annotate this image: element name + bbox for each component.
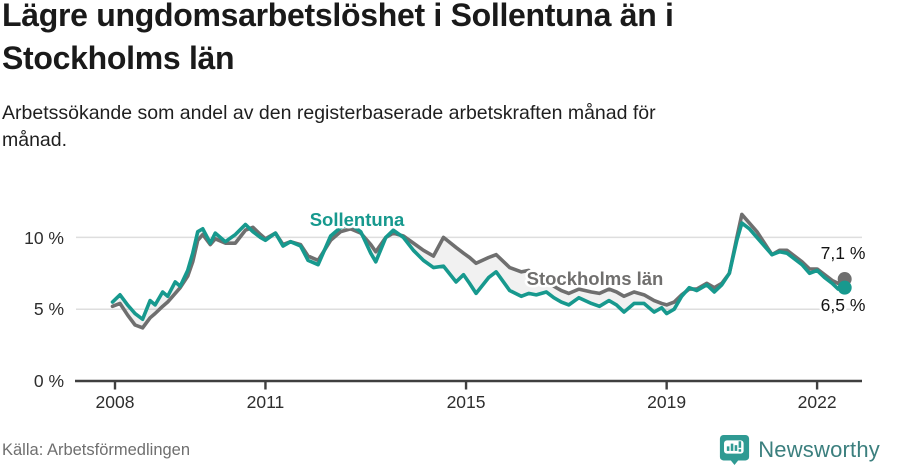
chart-series	[110, 212, 852, 330]
x-tick-2008: 2008	[96, 392, 135, 412]
y-tick-10: 10 %	[24, 228, 64, 248]
y-axis-tick-labels: 0 % 5 % 10 %	[24, 228, 64, 391]
footer: Källa: Arbetsförmedlingen Newsworthy	[0, 432, 900, 468]
bar-chart-badge-icon	[720, 434, 750, 466]
chart-subtitle: Arbetssökande som andel av den registerb…	[2, 102, 656, 152]
y-tick-5: 5 %	[34, 299, 64, 319]
x-axis	[75, 379, 862, 390]
page-title: Lägre ungdomsarbetslöshet i Sollentuna ä…	[2, 0, 674, 76]
end-dot-sollentuna	[837, 280, 852, 295]
newsworthy-brand: Newsworthy	[719, 434, 880, 466]
x-tick-2011: 2011	[247, 392, 285, 412]
series-label-stockholms-lan: Stockholms län	[527, 268, 664, 289]
x-tick-2015: 2015	[447, 392, 486, 412]
x-tick-2022: 2022	[798, 392, 837, 412]
source-attribution: Källa: Arbetsförmedlingen	[2, 440, 191, 459]
x-axis-tick-labels: 2008 2011 2015 2019 2022	[96, 392, 837, 412]
end-value-stockholms-lan: 7,1 %	[821, 243, 866, 263]
brand-name: Newsworthy	[758, 437, 880, 462]
y-tick-0: 0 %	[34, 371, 64, 391]
x-tick-2019: 2019	[647, 392, 686, 412]
end-value-sollentuna: 6,5 %	[821, 295, 866, 315]
series-label-sollentuna: Sollentuna	[310, 209, 405, 230]
